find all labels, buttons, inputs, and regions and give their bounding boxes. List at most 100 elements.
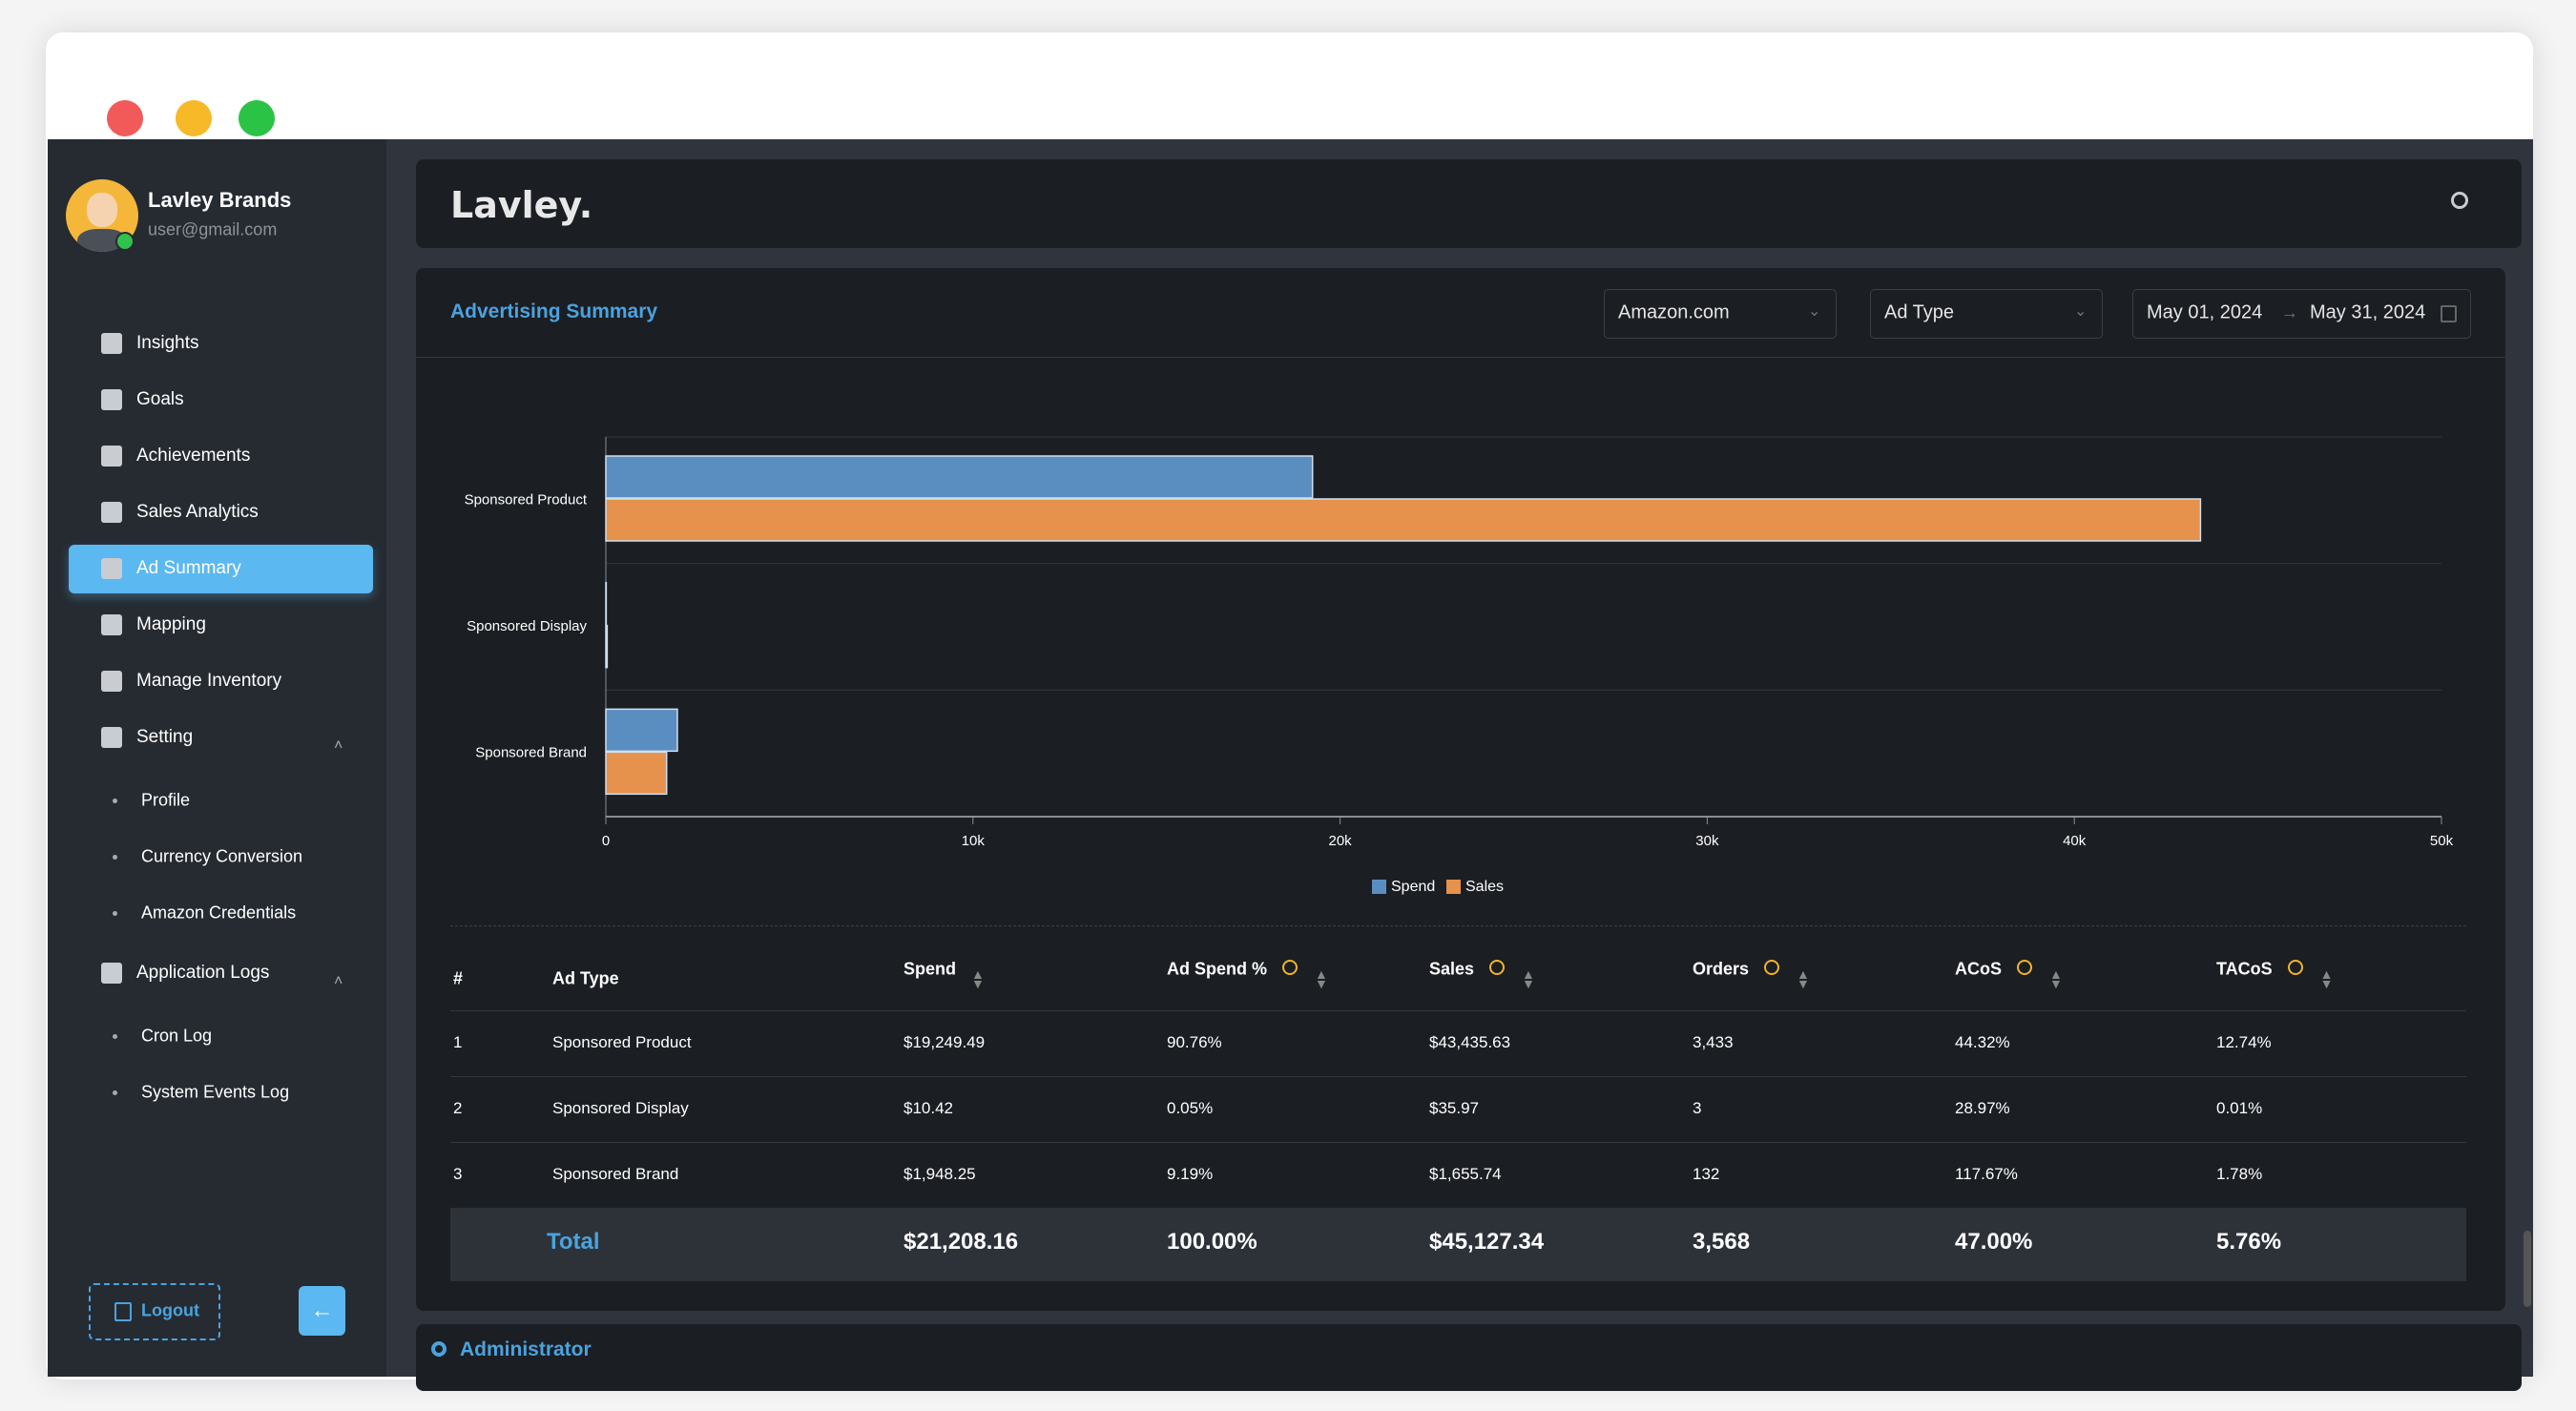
submenu-item[interactable]: Cron Log (141, 1026, 213, 1046)
gear-icon (431, 1341, 447, 1357)
summary-panel (416, 268, 2505, 1311)
bar (605, 708, 678, 753)
row-divider (450, 1010, 2466, 1011)
x-tick-label: 0 (602, 833, 610, 849)
marketplace-select[interactable] (1604, 289, 1837, 339)
table-cell: $1,655.74 (1429, 1165, 1502, 1183)
sort-icon[interactable]: ▲ ▼ (971, 966, 985, 991)
close-dot[interactable] (107, 100, 143, 136)
menu-icon (101, 446, 122, 467)
minimize-dot[interactable] (176, 100, 212, 136)
chevron: ⌄ (1808, 303, 1821, 320)
legend-swatch (1372, 880, 1386, 894)
admin-panel (416, 1324, 2522, 1391)
table-cell: $19,249.49 (904, 1033, 986, 1051)
total-cell: 100.00% (1167, 1229, 1257, 1255)
legend-label: Sales (1465, 879, 1504, 895)
category-label: Sponsored Product (465, 491, 588, 508)
logout-button[interactable] (89, 1283, 220, 1340)
bar (605, 498, 2202, 542)
column-header[interactable]: Ad Spend % (1167, 959, 1268, 979)
expand-chevron: ˄ (334, 973, 343, 989)
total-label: Total (547, 1229, 600, 1255)
table-cell: 0.01% (2216, 1099, 2263, 1117)
menu-item[interactable]: Ad Summary (136, 558, 241, 578)
submenu-item[interactable]: Currency Conversion (141, 846, 303, 866)
row-divider (450, 1142, 2466, 1143)
bar (605, 455, 1314, 499)
bar (605, 624, 609, 669)
column-header[interactable]: TACoS (2216, 959, 2273, 979)
table-cell: 1 (453, 1033, 463, 1051)
sort-icon[interactable]: ▲ ▼ (2319, 966, 2334, 991)
calendar-icon (2441, 305, 2457, 322)
table-cell: 9.19% (1167, 1165, 1214, 1183)
theme-toggle[interactable] (2451, 192, 2468, 209)
menu-item[interactable]: Manage Inventory (136, 671, 282, 691)
submenu-item[interactable]: Amazon Credentials (141, 903, 297, 923)
menu-item[interactable]: Insights (136, 333, 199, 353)
total-cell: $21,208.16 (904, 1229, 1019, 1255)
info-icon (2017, 960, 2032, 975)
info-icon (1764, 960, 1780, 975)
table-cell: $43,435.63 (1429, 1033, 1511, 1051)
total-cell: 47.00% (1955, 1229, 2033, 1255)
menu-icon (101, 389, 122, 410)
submenu-item[interactable]: Profile (141, 790, 191, 810)
table-cell: 132 (1693, 1165, 1720, 1183)
table-cell: Sponsored Display (552, 1099, 689, 1117)
column-header[interactable]: ACoS (1955, 959, 2002, 979)
total-cell: 3,568 (1693, 1229, 1751, 1255)
menu-item[interactable]: Mapping (136, 614, 206, 634)
menu-item[interactable]: Application Logs (136, 963, 270, 983)
column-header: Ad Type (552, 968, 619, 988)
table-cell: 3 (453, 1165, 463, 1183)
table-cell: Sponsored Brand (552, 1165, 679, 1183)
collapse-button[interactable]: ← (299, 1286, 345, 1336)
header-bar (416, 159, 2522, 248)
menu-item[interactable]: Achievements (136, 446, 251, 466)
sort-icon[interactable]: ▲ ▼ (2049, 966, 2063, 991)
ad-type-placeholder: Ad Type (1884, 301, 1955, 323)
table-cell: 1.78% (2216, 1165, 2263, 1183)
column-header[interactable]: Spend (904, 959, 957, 979)
ad-type-select[interactable] (1870, 289, 2103, 339)
total-cell: $45,127.34 (1429, 1229, 1545, 1255)
submenu-item[interactable]: System Events Log (141, 1082, 290, 1102)
table-cell: $35.97 (1429, 1099, 1479, 1117)
logout-icon (114, 1302, 132, 1321)
sort-icon[interactable]: ▲ ▼ (1315, 966, 1328, 991)
sort-icon[interactable]: ▲ ▼ (1522, 966, 1535, 991)
legend-swatch (1446, 880, 1461, 894)
x-tick-label: 10k (962, 833, 986, 849)
x-tick-label: 50k (2430, 833, 2454, 849)
row-divider (450, 1076, 2466, 1077)
menu-icon (101, 558, 122, 579)
table-cell: Sponsored Product (552, 1033, 692, 1051)
menu-item[interactable]: Setting (136, 727, 194, 747)
sidebar (48, 139, 386, 1377)
admin-title[interactable]: Administrator (460, 1338, 592, 1360)
chevron: ⌄ (2074, 303, 2088, 320)
logo[interactable]: Lavley. (450, 184, 593, 226)
submenu-bullet (113, 855, 117, 860)
menu-item[interactable]: Goals (136, 389, 184, 409)
column-header[interactable]: Sales (1429, 959, 1475, 979)
online-indicator (115, 232, 135, 251)
x-tick-label: 20k (1329, 833, 1353, 849)
scrollbar[interactable] (2524, 1231, 2531, 1307)
column-header[interactable]: Orders (1693, 959, 1750, 979)
date-range-picker[interactable] (2132, 289, 2471, 339)
maximize-dot[interactable] (239, 100, 275, 136)
total-row (450, 1208, 2466, 1281)
table-cell: $10.42 (904, 1099, 953, 1117)
user-name: Lavley Brands (148, 188, 292, 212)
info-icon (2287, 960, 2303, 975)
column-header: # (453, 968, 464, 988)
sort-icon[interactable]: ▲ ▼ (1797, 966, 1810, 991)
date-from[interactable]: May 01, 2024 (2147, 301, 2263, 323)
menu-item[interactable]: Sales Analytics (136, 502, 259, 522)
divider (450, 925, 2466, 926)
logout-label[interactable]: Logout (141, 1300, 199, 1320)
date-to[interactable]: May 31, 2024 (2310, 301, 2426, 323)
